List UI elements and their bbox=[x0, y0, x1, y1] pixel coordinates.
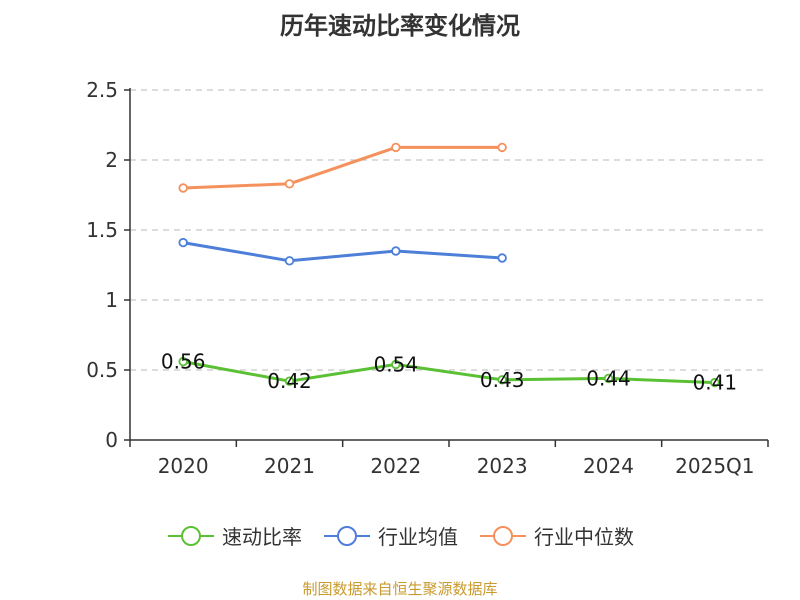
legend-label-industry-mean: 行业均值 bbox=[378, 525, 458, 549]
data-label: 0.44 bbox=[586, 366, 631, 390]
chart-legend: 速动比率 行业均值 行业中位数 bbox=[0, 521, 800, 550]
x-tick-label: 2021 bbox=[264, 454, 315, 478]
source-footer: 制图数据来自恒生聚源数据库 bbox=[302, 580, 498, 598]
legend-label-quick-ratio: 速动比率 bbox=[222, 525, 302, 549]
x-tick-label: 2022 bbox=[370, 454, 421, 478]
x-tick-label: 2023 bbox=[477, 454, 528, 478]
x-tick-label: 2020 bbox=[158, 454, 209, 478]
legend-swatch-industry-mean bbox=[324, 525, 370, 546]
y-tick-label: 0 bbox=[105, 428, 118, 452]
data-point bbox=[284, 179, 295, 189]
legend-swatch-quick-ratio bbox=[168, 525, 214, 546]
x-tick-label: 2024 bbox=[583, 454, 634, 478]
y-tick-label: 2.5 bbox=[86, 78, 118, 102]
legend-label-industry-median: 行业中位数 bbox=[534, 525, 634, 549]
data-point bbox=[284, 256, 295, 266]
series-line-0 bbox=[182, 360, 715, 385]
data-point bbox=[178, 237, 188, 248]
data-point bbox=[497, 253, 507, 263]
chart-title: 历年速动比率变化情况 bbox=[280, 12, 520, 40]
data-point bbox=[284, 376, 295, 386]
y-tick-label: 2 bbox=[105, 148, 118, 172]
y-tick-label: 0.5 bbox=[86, 358, 118, 382]
data-point bbox=[603, 373, 614, 384]
series-line-2 bbox=[183, 145, 503, 190]
legend-item-industry-median[interactable]: 行业中位数 bbox=[478, 521, 634, 550]
y-tick-label: 1.5 bbox=[86, 218, 118, 242]
series-line-1 bbox=[182, 241, 503, 263]
data-point bbox=[178, 356, 188, 367]
data-label: 0.56 bbox=[161, 350, 206, 374]
data-label: 0.42 bbox=[267, 369, 312, 393]
data-point bbox=[391, 359, 401, 370]
data-point bbox=[391, 142, 401, 153]
data-label: 0.54 bbox=[374, 352, 419, 376]
data-point bbox=[497, 375, 507, 385]
x-tick-label: 2025Q1 bbox=[675, 454, 754, 478]
legend-swatch-industry-median bbox=[480, 525, 526, 546]
data-point bbox=[178, 183, 188, 193]
legend-item-industry-mean[interactable]: 行业均值 bbox=[322, 521, 458, 550]
y-tick-label: 1 bbox=[105, 288, 118, 312]
data-point bbox=[497, 142, 507, 153]
data-point bbox=[391, 246, 401, 256]
data-label: 0.43 bbox=[480, 368, 525, 392]
legend-item-quick-ratio[interactable]: 速动比率 bbox=[166, 521, 302, 550]
data-point bbox=[710, 377, 720, 388]
data-label: 0.41 bbox=[693, 371, 738, 395]
